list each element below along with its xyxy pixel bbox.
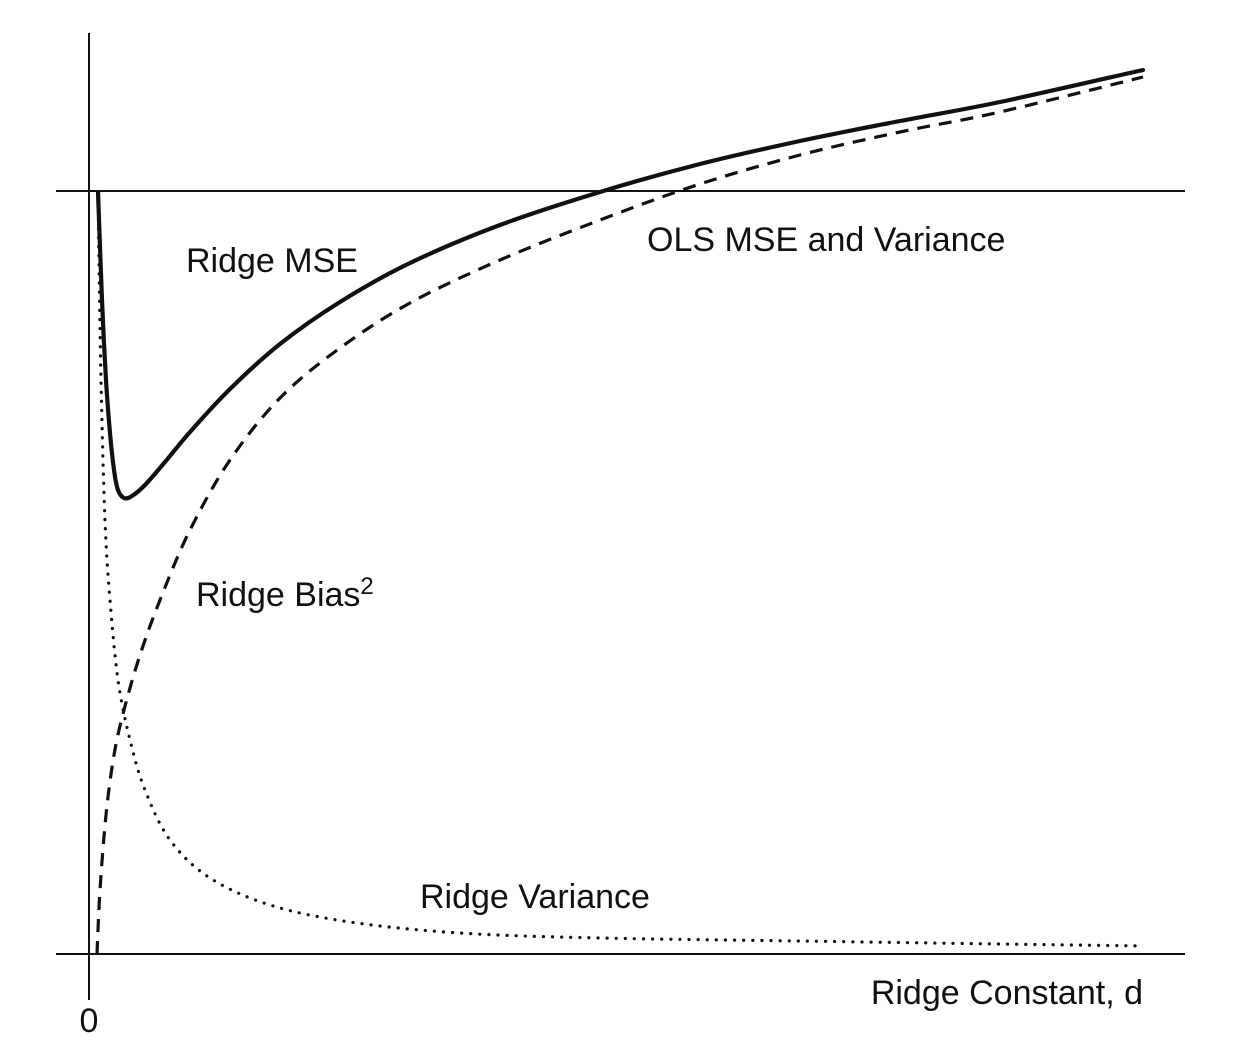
ridge-mse-label: Ridge MSE [186,242,358,280]
ridge-bias2-label-text: Ridge Bias [196,576,360,614]
x-origin-tick-label: 0 [80,1002,99,1040]
x-axis-label: Ridge Constant, d [871,974,1143,1012]
ridge-variance-label: Ridge Variance [420,878,650,916]
ridge-variance-curve [96,190,1145,948]
ridge-bias2-curve [95,75,1144,955]
ridge-mse-curve [95,67,1146,501]
ridge-bias2-label: Ridge Bias2 [196,573,374,614]
ols-mse-label: OLS MSE and Variance [647,221,1005,259]
ridge-bias2-label-superscript: 2 [360,573,373,600]
